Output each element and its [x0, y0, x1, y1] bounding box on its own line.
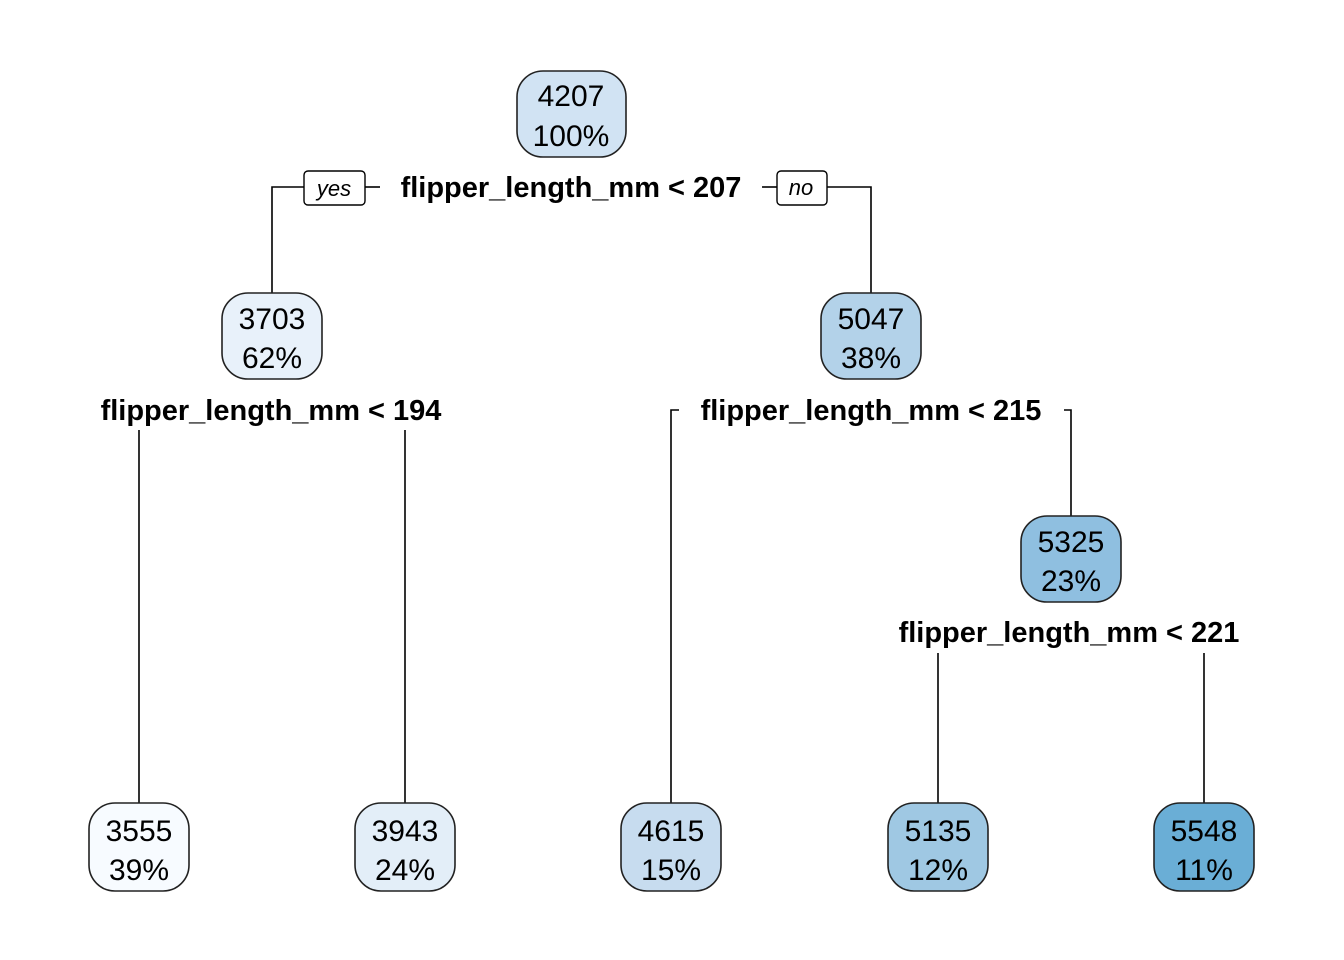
node-value: 4615 — [638, 815, 705, 848]
node-value: 3555 — [106, 815, 173, 848]
node-percent: 12% — [908, 854, 968, 887]
node-percent: 23% — [1041, 565, 1101, 598]
node-percent: 15% — [641, 854, 701, 887]
node-value: 5047 — [838, 303, 905, 336]
node-value: 3703 — [239, 303, 306, 336]
branch-label-yes: yes — [303, 170, 366, 206]
node-percent: 62% — [242, 342, 302, 375]
branch-label-yes-text: yes — [315, 176, 351, 201]
node-percent: 39% — [109, 854, 169, 887]
branch-label-no: no — [776, 170, 828, 206]
tree-node-root: 4207 100% — [516, 70, 627, 158]
node-value: 3943 — [372, 815, 439, 848]
tree-node-n2: 3703 62% — [221, 292, 323, 380]
node-value: 5548 — [1171, 815, 1238, 848]
split-label-n3: flipper_length_mm < 215 — [701, 395, 1042, 427]
node-value: 5135 — [905, 815, 972, 848]
edge-root-right — [827, 186, 872, 293]
node-value: 4207 — [538, 80, 605, 113]
tree-leaf-5: 5548 11% — [1153, 802, 1255, 892]
edge-root-left — [271, 186, 304, 293]
branch-label-no-text: no — [789, 175, 813, 200]
tree-leaf-2: 3943 24% — [354, 802, 456, 892]
split-label-n7: flipper_length_mm < 221 — [899, 617, 1240, 649]
tree-leaf-3: 4615 15% — [620, 802, 722, 892]
node-percent: 38% — [841, 342, 901, 375]
node-value: 5325 — [1038, 526, 1105, 559]
edge-n3-left — [670, 409, 679, 803]
edge-n3-right — [1064, 409, 1072, 516]
tree-leaf-1: 3555 39% — [88, 802, 190, 892]
split-label-root: flipper_length_mm < 207 — [401, 172, 742, 204]
node-percent: 100% — [533, 120, 610, 153]
node-percent: 11% — [1175, 854, 1233, 887]
split-label-n2: flipper_length_mm < 194 — [101, 395, 442, 427]
tree-node-n3: 5047 38% — [820, 292, 922, 380]
tree-node-n7: 5325 23% — [1020, 515, 1122, 603]
tree-edges — [138, 186, 1205, 803]
tree-leaf-4: 5135 12% — [887, 802, 989, 892]
node-percent: 24% — [375, 854, 435, 887]
